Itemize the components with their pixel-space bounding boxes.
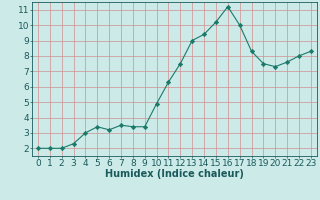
X-axis label: Humidex (Indice chaleur): Humidex (Indice chaleur) xyxy=(105,169,244,179)
